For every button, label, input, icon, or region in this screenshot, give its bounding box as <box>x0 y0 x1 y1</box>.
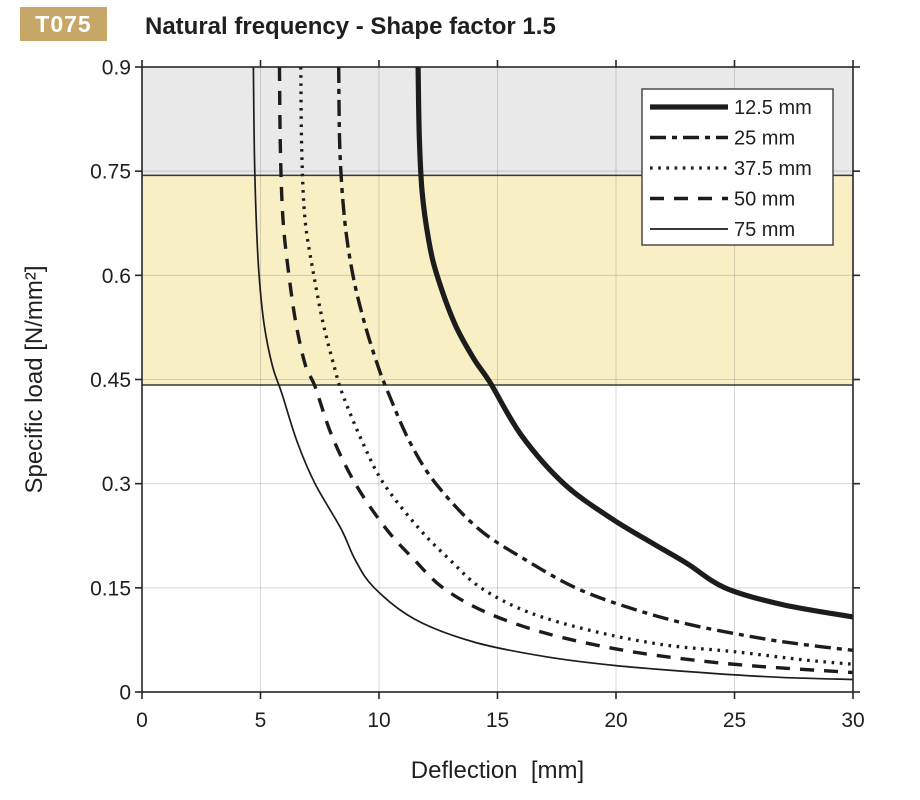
y-axis-title: Specific load [N/mm²] <box>21 265 48 493</box>
curve-25-mm <box>337 66 854 653</box>
x-axis-tick-labels: 0 5 10 15 20 25 30 <box>136 709 865 732</box>
x-axis-title: Deflection [mm] <box>411 757 584 784</box>
x-tick-label: 10 <box>367 709 390 732</box>
legend-label: 37.5 mm <box>734 158 812 180</box>
curve-50-mm <box>277 66 854 675</box>
y-tick-label: 0.6 <box>102 265 131 288</box>
y-tick-label: 0.3 <box>102 473 131 496</box>
y-tick-label: 0.75 <box>90 161 131 184</box>
header: T075 Natural frequency - Shape factor 1.… <box>20 7 556 41</box>
legend-label: 75 mm <box>734 219 795 241</box>
curve-75-mm <box>252 66 854 681</box>
legend: 12.5 mm 25 mm 37.5 mm 50 mm 75 mm <box>641 88 834 246</box>
x-tick-label: 15 <box>486 709 509 732</box>
x-tick-label: 5 <box>255 709 267 732</box>
legend-label: 12.5 mm <box>734 97 812 119</box>
tick-marks <box>135 60 860 699</box>
x-tick-label: 25 <box>723 709 746 732</box>
badge-background <box>20 7 107 41</box>
legend-label: 50 mm <box>734 189 795 211</box>
y-tick-label: 0.45 <box>90 369 131 392</box>
badge-label: T075 <box>35 11 91 37</box>
x-tick-label: 20 <box>604 709 627 732</box>
chart-title: Natural frequency - Shape factor 1.5 <box>145 13 556 40</box>
y-tick-label: 0.15 <box>90 577 131 600</box>
y-axis-tick-labels: 0 0.15 0.3 0.45 0.6 0.75 0.9 <box>90 57 131 705</box>
legend-label: 25 mm <box>734 128 795 150</box>
curves <box>252 66 854 681</box>
y-tick-label: 0.9 <box>102 57 131 80</box>
x-tick-label: 30 <box>841 709 864 732</box>
x-tick-label: 0 <box>136 709 148 732</box>
legend-box <box>641 88 834 246</box>
y-tick-label: 0 <box>119 682 131 705</box>
curve-12.5-mm <box>415 66 854 620</box>
